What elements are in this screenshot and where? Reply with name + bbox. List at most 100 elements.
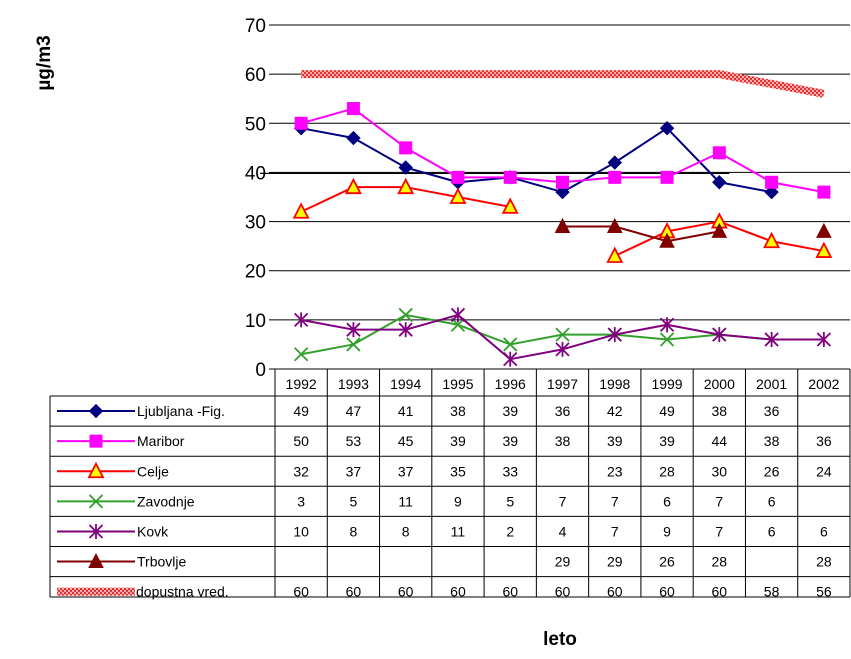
legend-marker-maribor [89, 434, 103, 448]
series-line-trbovlje-1998 [614, 225, 668, 243]
data-label-kovk-1997: 4 [559, 523, 567, 539]
x-tick-label-1997: 1997 [547, 376, 578, 392]
point-ljubljana-fig-2001 [764, 184, 779, 200]
point-kovk-1999 [659, 317, 675, 333]
point-celje-1992 [292, 202, 310, 219]
series-celje [292, 177, 833, 263]
data-label-maribor-2001: 38 [764, 433, 780, 449]
legend-marker-kovk [88, 523, 104, 539]
series-line-zavodnje-1995 [457, 323, 511, 346]
point-zavodnje-1993-stroke-b [346, 337, 361, 352]
point-maribor-1996 [503, 170, 517, 184]
point-trbovlje-1999 [659, 232, 675, 248]
series-line-celje-2000 [718, 220, 772, 243]
data-label-ljubljana-fig-1995: 38 [450, 403, 466, 419]
data-label-zavodnje-1994: 11 [398, 493, 413, 509]
legend-label-kovk: Kovk [137, 523, 169, 539]
series-line-celje-1994 [405, 186, 459, 198]
series-line-ljubljana-fig-1992 [300, 127, 354, 140]
data-label-kovk-1992: 10 [293, 523, 309, 539]
series-line-ljubljana-fig-2000 [719, 181, 772, 194]
data-label-zavodnje-1993: 5 [350, 493, 358, 509]
point-zavodnje-1994 [398, 307, 413, 323]
data-label-celje-2001: 26 [764, 463, 780, 479]
series-kovk [293, 307, 832, 367]
legend-swatch-dopustna-vred [57, 587, 135, 596]
series-line-zavodnje-1996 [510, 333, 563, 346]
data-label-ljubljana-fig-1997: 36 [555, 403, 571, 419]
data-label-maribor-1994: 45 [398, 433, 414, 449]
point-zavodnje-1999-stroke-b [659, 332, 675, 347]
data-label-ljubljana-fig-1993: 47 [346, 403, 362, 419]
data-label-ljubljana-fig-1992: 49 [293, 403, 309, 419]
series-line-zavodnje-1999 [666, 333, 720, 341]
point-zavodnje-1996-stroke-b [503, 337, 518, 352]
data-label-dopustna-vred-1994: 60 [398, 584, 414, 600]
point-maribor-1997 [556, 175, 569, 189]
series-line-kovk-2000 [719, 333, 772, 341]
data-label-zavodnje-2000: 7 [715, 493, 723, 509]
point-celje-1998 [606, 246, 624, 263]
data-label-kovk-2001: 6 [768, 523, 776, 539]
data-label-celje-1996: 33 [502, 463, 518, 479]
point-kovk-1996 [503, 351, 518, 367]
series-line-kovk-1996 [510, 348, 563, 361]
legend-label-zavodnje: Zavodnje [137, 493, 195, 509]
data-label-ljubljana-fig-1999: 49 [659, 403, 675, 419]
data-label-celje-1999: 28 [659, 463, 675, 479]
legend-key-celje [57, 461, 135, 479]
legend-key-ljubljana-fig [57, 403, 135, 419]
data-label-maribor-1993: 53 [346, 433, 362, 449]
series-line-celje-1999 [666, 220, 720, 233]
point-celje-2001 [763, 231, 781, 249]
x-tick-label-1993: 1993 [338, 376, 369, 392]
point-kovk-1994 [398, 322, 413, 338]
data-label-maribor-1995: 39 [450, 433, 466, 449]
legend-key-trbovlje [57, 552, 135, 569]
data-label-kovk-1996: 2 [506, 523, 514, 539]
data-label-dopustna-vred-1992: 60 [293, 584, 309, 600]
x-tick-label-2000: 2000 [704, 376, 735, 392]
series-line-maribor-1994 [405, 146, 459, 179]
data-label-celje-1995: 35 [450, 463, 466, 479]
data-label-zavodnje-1992: 3 [297, 493, 305, 509]
data-label-trbovlje-2002: 28 [816, 554, 832, 570]
point-kovk-2002 [816, 332, 832, 348]
x-tick-label-1996: 1996 [495, 376, 526, 392]
series-line-zavodnje-1998 [614, 333, 668, 341]
data-label-dopustna-vred-1993: 60 [346, 584, 362, 600]
series-layer [292, 70, 833, 367]
data-label-dopustna-vred-1996: 60 [502, 584, 518, 600]
series-trbovlje [554, 217, 832, 248]
point-ljubljana-fig-1998 [607, 155, 622, 170]
legend-marker-celje [87, 461, 105, 479]
point-zavodnje-1997 [555, 327, 570, 342]
y-axis: 0 10 20 30 40 50 60 70 [245, 16, 275, 381]
series-line-kovk-1992 [300, 318, 354, 331]
data-label-trbovlje-1998: 29 [607, 554, 623, 570]
data-label-trbovlje-1999: 26 [659, 554, 675, 570]
series-line-kovk-1998 [614, 323, 668, 336]
data-label-celje-1993: 37 [346, 463, 362, 479]
point-zavodnje-1993 [346, 337, 361, 352]
y-tick-label-20: 20 [245, 262, 266, 283]
point-trbovlje-1997 [554, 217, 571, 233]
point-maribor-1998 [608, 170, 622, 184]
point-maribor-2001 [765, 175, 779, 189]
data-label-celje-2000: 30 [712, 463, 728, 479]
y-tick-label-50: 50 [245, 114, 266, 135]
series-line-maribor-2001 [771, 181, 825, 194]
series-ljubljana-fig [293, 120, 779, 200]
data-label-zavodnje-1999: 6 [663, 493, 671, 509]
y-tick-label-10: 10 [245, 311, 266, 332]
legend-marker-ljubljana-fig [88, 403, 104, 419]
legend-key-dopustna-vred [57, 587, 135, 596]
point-celje-1994 [397, 177, 415, 195]
series-dopustna-vred [301, 70, 825, 98]
legend-label-dopustna-vred: dopustna vred. [136, 584, 229, 600]
data-label-dopustna-vred-1999: 60 [659, 584, 675, 600]
point-trbovlje-2000 [711, 222, 728, 238]
series-line-ljubljana-fig-1996 [509, 176, 563, 194]
series-line-kovk-1995 [457, 314, 511, 360]
